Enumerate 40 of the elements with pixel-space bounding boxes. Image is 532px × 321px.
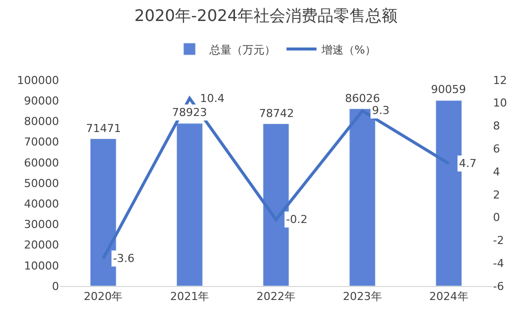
data-label: 90059 — [431, 83, 466, 96]
x-tick-label: 2022年 — [256, 290, 296, 304]
data-label: 9.3 — [372, 104, 390, 117]
y2-tick-label: 8 — [493, 120, 500, 133]
data-label: -0.2 — [286, 213, 308, 226]
y-tick-label: 50000 — [24, 176, 59, 190]
y2-tick-label: 12 — [493, 74, 507, 87]
y-tick-label: 60000 — [24, 156, 59, 170]
y-tick-label: 80000 — [24, 115, 59, 128]
x-tick-label: 2023年 — [342, 290, 382, 304]
y-tick-label: 30000 — [24, 218, 59, 232]
data-label: 86026 — [345, 92, 380, 105]
y2-tick-label: 2 — [493, 188, 500, 202]
legend-label: 增速（%） — [320, 43, 376, 56]
data-label: 4.7 — [459, 157, 476, 170]
y2-tick-label: 10 — [493, 96, 507, 110]
y-tick-label: 100000 — [17, 74, 59, 87]
y2-tick-label: -2 — [493, 234, 504, 248]
y-tick-label: 70000 — [24, 136, 59, 149]
data-label: 78923 — [172, 106, 207, 119]
y2-tick-label: -6 — [493, 280, 504, 293]
chart-title: 2020年-2024年社会消费品零售总额 — [134, 6, 398, 25]
y2-tick-label: 6 — [493, 142, 500, 156]
x-tick-label: 2020年 — [84, 290, 123, 304]
data-label: 71471 — [86, 122, 121, 135]
y2-tick-label: -4 — [493, 256, 504, 270]
y-tick-label: 0 — [52, 280, 59, 293]
x-tick-label: 2024年 — [429, 290, 468, 304]
legend-label: 总量（万元） — [208, 43, 276, 56]
bar — [176, 123, 203, 286]
y2-tick-label: 4 — [493, 165, 500, 178]
y-tick-label: 90000 — [24, 94, 59, 108]
y-tick-label: 20000 — [24, 238, 59, 252]
data-label: -3.6 — [113, 252, 134, 265]
data-label: 10.4 — [200, 92, 224, 105]
y-tick-label: 10000 — [24, 259, 59, 272]
x-tick-label: 2021年 — [170, 290, 210, 304]
y-tick-label: 40000 — [24, 197, 59, 210]
data-label: 78742 — [259, 107, 294, 120]
y2-tick-label: 0 — [493, 211, 500, 224]
